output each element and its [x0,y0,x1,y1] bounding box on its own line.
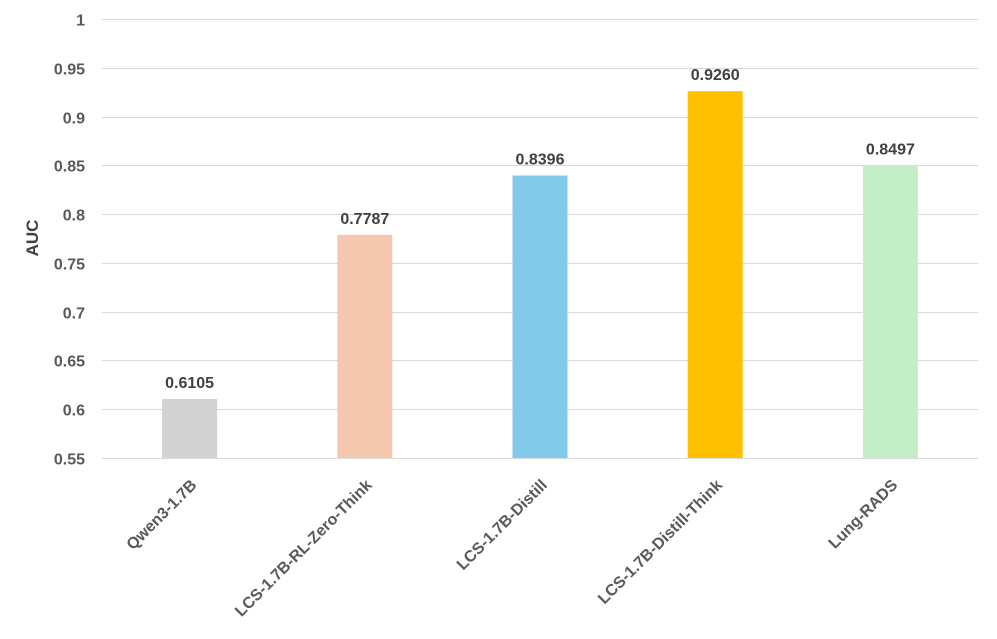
y-tick-label: 0.6 [63,403,85,420]
category-label: Qwen3-1.7B [124,477,201,554]
data-label: 0.6105 [165,375,214,392]
y-tick-label: 0.9 [63,111,85,128]
x-axis-categories: Qwen3-1.7B LCS-1.7B-RL-Zero-Think LCS-1.7B… [124,477,902,621]
bar [862,165,918,458]
y-tick-label: 0.8 [63,208,85,225]
y-tick-label: 0.7 [63,306,85,323]
bar [162,398,218,458]
category-label: LCS-1.7B-Distill [454,477,551,574]
y-tick-label: 0.85 [54,159,85,176]
y-tick-label: 0.95 [54,62,85,79]
bar [337,234,393,458]
y-tick-label: 0.65 [54,354,85,371]
category-label: Lung-RADS [826,477,902,553]
data-label: 0.8396 [516,151,565,168]
category-label: LCS-1.7B-Distill-Think [595,477,726,608]
data-label: 0.9260 [691,67,740,84]
y-axis-ticks: 0.55 0.6 0.65 0.7 0.75 0.8 0.85 0.9 0.95 1 [54,13,85,469]
bars [162,91,918,459]
y-axis-title: AUC [23,220,42,257]
data-label: 0.8497 [866,142,915,159]
y-tick-label: 0.75 [54,257,85,274]
y-tick-label: 0.55 [54,452,85,469]
y-tick-label: 1 [76,13,85,30]
category-label: LCS-1.7B-RL-Zero-Think [232,477,375,620]
bar [687,91,743,459]
bar [512,175,568,458]
data-label: 0.7787 [340,211,389,228]
data-labels: 0.6105 0.7787 0.8396 0.9260 0.8497 [165,67,915,392]
